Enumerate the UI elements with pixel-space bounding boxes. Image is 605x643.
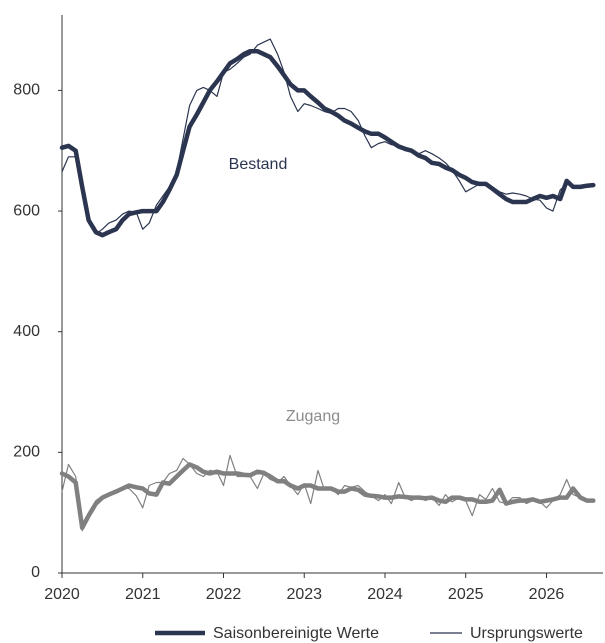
- series-line: [59, 462, 596, 531]
- legend-label: Saisonbereinigte Werte: [213, 625, 379, 642]
- annotation: Bestand: [229, 156, 288, 173]
- y-tick-label: 0: [31, 564, 40, 581]
- x-tick-label: 2026: [529, 586, 565, 603]
- x-tick-label: 2022: [206, 586, 242, 603]
- x-tick-label: 2024: [367, 586, 403, 603]
- x-tick-label: 2020: [44, 586, 80, 603]
- y-tick-label: 400: [13, 323, 40, 340]
- series-line: [59, 48, 596, 238]
- x-tick-label: 2021: [125, 586, 161, 603]
- x-tick-label: 2025: [448, 586, 484, 603]
- x-tick-label: 2023: [286, 586, 322, 603]
- annotation: Zugang: [286, 408, 340, 425]
- y-tick-label: 600: [13, 202, 40, 219]
- legend-label: Ursprungswerte: [470, 625, 583, 642]
- series-line: [61, 38, 594, 235]
- series-line: [61, 454, 594, 532]
- y-tick-label: 200: [13, 444, 40, 461]
- y-tick-label: 800: [13, 82, 40, 99]
